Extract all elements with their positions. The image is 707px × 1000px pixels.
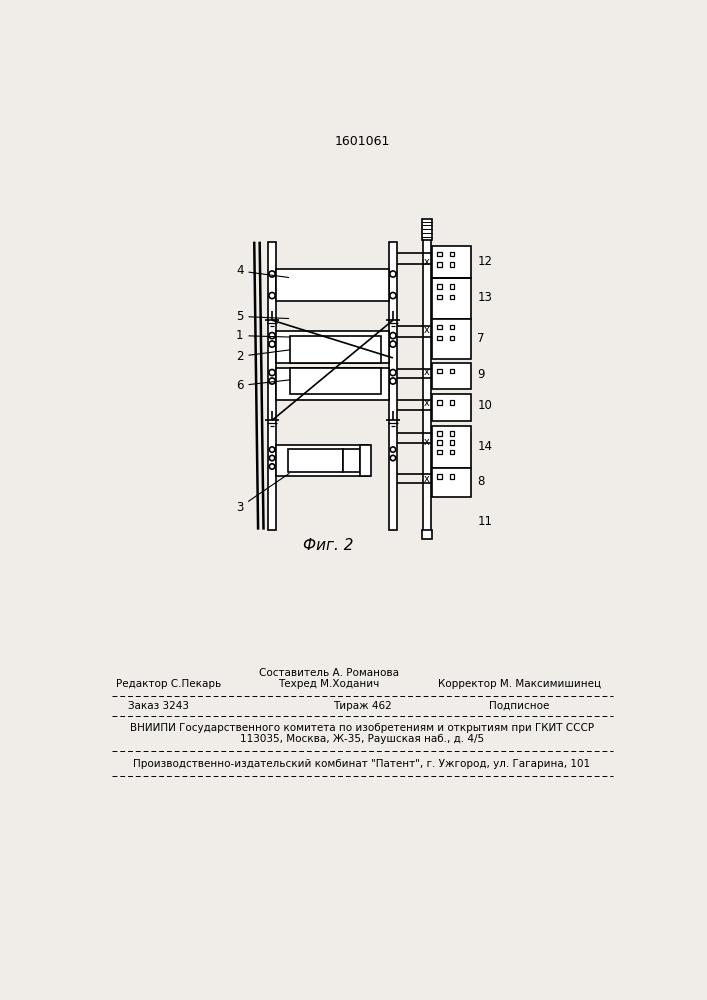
Bar (437, 295, 442, 299)
Text: 1: 1 (236, 329, 290, 342)
Bar (437, 474, 442, 479)
Text: 9: 9 (477, 368, 485, 381)
Bar (450, 325, 454, 329)
Bar (437, 450, 442, 454)
Bar (450, 336, 454, 340)
Bar (450, 262, 454, 267)
Bar (268, 242, 276, 530)
Text: Подписное: Подписное (489, 701, 549, 711)
Bar (437, 369, 442, 373)
Text: Редактор С.Пекарь: Редактор С.Пекарь (115, 679, 221, 689)
Text: 13: 13 (477, 291, 492, 304)
Bar (389, 242, 397, 530)
Bar (437, 252, 442, 256)
Bar (437, 400, 442, 405)
Text: x: x (423, 367, 429, 377)
Bar (437, 262, 442, 267)
Text: 10: 10 (477, 399, 492, 412)
Text: x: x (423, 474, 429, 484)
Bar (276, 331, 389, 363)
Text: x: x (423, 325, 429, 335)
Bar (450, 440, 454, 445)
Bar (344, 449, 361, 472)
Text: Производственно-издательский комбинат "Патент", г. Ужгород, ул. Гагарина, 101: Производственно-издательский комбинат "П… (134, 759, 590, 769)
Bar (450, 450, 454, 454)
Bar (437, 325, 442, 329)
Text: x: x (423, 257, 429, 267)
Bar (276, 445, 369, 476)
Bar (421, 530, 433, 539)
Bar (450, 284, 454, 289)
Text: 11: 11 (477, 515, 492, 528)
Bar (450, 369, 454, 373)
Bar (433, 426, 472, 468)
Bar (433, 394, 472, 421)
Bar (433, 278, 472, 319)
Text: 5: 5 (236, 310, 288, 323)
Text: 7: 7 (477, 332, 485, 345)
Text: 3: 3 (236, 473, 289, 514)
Bar (433, 363, 472, 389)
Bar (450, 474, 454, 479)
Text: Заказ 3243: Заказ 3243 (128, 701, 189, 711)
Text: Техред М.Ходанич: Техред М.Ходанич (278, 679, 379, 689)
Bar (450, 295, 454, 299)
Text: 1601061: 1601061 (334, 135, 390, 148)
Bar (290, 368, 381, 394)
Bar (450, 400, 454, 405)
Bar (433, 468, 472, 497)
Text: 2: 2 (236, 350, 290, 363)
Text: 6: 6 (236, 379, 290, 392)
Bar (437, 440, 442, 445)
Bar (437, 431, 442, 436)
Text: 113035, Москва, Ж-35, Раушская наб., д. 4/5: 113035, Москва, Ж-35, Раушская наб., д. … (240, 734, 484, 744)
Bar (437, 336, 442, 340)
Text: Корректор М. Максимишинец: Корректор М. Максимишинец (438, 679, 601, 689)
Bar (437, 284, 442, 289)
Bar (450, 252, 454, 256)
Bar (288, 449, 344, 472)
Bar (433, 319, 472, 359)
Text: ВНИИПИ Государственного комитета по изобретениям и открытиям при ГКИТ СССР: ВНИИПИ Государственного комитета по изоб… (130, 723, 594, 733)
Bar (423, 234, 431, 537)
Text: 8: 8 (477, 475, 485, 488)
Text: x: x (423, 437, 429, 447)
Bar (290, 336, 381, 363)
Text: Фиг. 2: Фиг. 2 (303, 538, 354, 553)
Text: 14: 14 (477, 440, 492, 453)
Bar (276, 368, 389, 400)
Bar (361, 445, 371, 476)
Bar (450, 431, 454, 436)
Text: Составитель А. Романова: Составитель А. Романова (259, 668, 399, 678)
Bar (276, 269, 389, 301)
Text: Тираж 462: Тираж 462 (332, 701, 392, 711)
Text: 4: 4 (236, 264, 288, 277)
Bar (433, 246, 472, 278)
Text: x: x (423, 398, 429, 408)
Text: 12: 12 (477, 255, 492, 268)
Bar (421, 219, 433, 240)
